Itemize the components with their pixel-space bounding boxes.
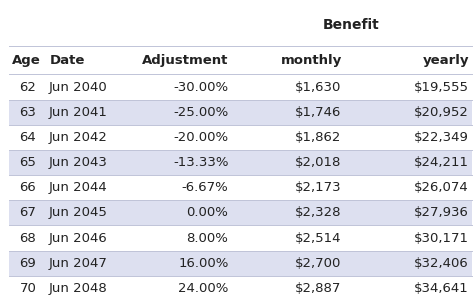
Text: Jun 2041: Jun 2041 xyxy=(48,106,107,119)
Text: 69: 69 xyxy=(19,257,36,270)
Text: $1,862: $1,862 xyxy=(295,131,342,144)
Text: $34,641: $34,641 xyxy=(414,282,469,295)
Text: $22,349: $22,349 xyxy=(414,131,469,144)
Text: $20,952: $20,952 xyxy=(414,106,469,119)
Text: $2,018: $2,018 xyxy=(295,156,342,169)
Text: -25.00%: -25.00% xyxy=(173,106,228,119)
Text: -13.33%: -13.33% xyxy=(173,156,228,169)
Text: $1,630: $1,630 xyxy=(295,81,342,94)
Text: Jun 2048: Jun 2048 xyxy=(48,282,107,295)
Text: Jun 2046: Jun 2046 xyxy=(48,232,107,244)
Text: $24,211: $24,211 xyxy=(414,156,469,169)
Text: 70: 70 xyxy=(19,282,36,295)
Text: Jun 2040: Jun 2040 xyxy=(48,81,107,94)
Text: 16.00%: 16.00% xyxy=(178,257,228,270)
Text: $2,887: $2,887 xyxy=(295,282,342,295)
Text: $1,746: $1,746 xyxy=(295,106,342,119)
Text: 65: 65 xyxy=(19,156,36,169)
Text: 24.00%: 24.00% xyxy=(178,282,228,295)
Text: Jun 2044: Jun 2044 xyxy=(48,181,107,194)
Bar xyxy=(9,150,472,175)
Text: 66: 66 xyxy=(19,181,36,194)
Text: $2,173: $2,173 xyxy=(295,181,342,194)
Text: Jun 2045: Jun 2045 xyxy=(48,206,107,219)
Text: Jun 2047: Jun 2047 xyxy=(48,257,107,270)
Text: 0.00%: 0.00% xyxy=(187,206,228,219)
Text: Adjustment: Adjustment xyxy=(142,54,228,67)
Text: 8.00%: 8.00% xyxy=(187,232,228,244)
Bar xyxy=(9,100,472,125)
Text: $2,700: $2,700 xyxy=(295,257,342,270)
Text: $26,074: $26,074 xyxy=(414,181,469,194)
Text: yearly: yearly xyxy=(422,54,469,67)
Bar xyxy=(9,200,472,226)
Text: Jun 2042: Jun 2042 xyxy=(48,131,107,144)
Text: monthly: monthly xyxy=(281,54,342,67)
Text: -30.00%: -30.00% xyxy=(173,81,228,94)
Text: Jun 2043: Jun 2043 xyxy=(48,156,107,169)
Text: $32,406: $32,406 xyxy=(414,257,469,270)
Text: 68: 68 xyxy=(19,232,36,244)
Text: Age: Age xyxy=(12,54,41,67)
Text: $30,171: $30,171 xyxy=(414,232,469,244)
Text: Benefit: Benefit xyxy=(323,18,380,32)
Text: 62: 62 xyxy=(19,81,36,94)
Text: $2,514: $2,514 xyxy=(295,232,342,244)
Text: Date: Date xyxy=(49,54,85,67)
Text: 63: 63 xyxy=(19,106,36,119)
Bar xyxy=(9,250,472,276)
Text: $2,328: $2,328 xyxy=(295,206,342,219)
Text: $19,555: $19,555 xyxy=(414,81,469,94)
Text: 64: 64 xyxy=(19,131,36,144)
Text: -20.00%: -20.00% xyxy=(173,131,228,144)
Text: -6.67%: -6.67% xyxy=(182,181,228,194)
Text: 67: 67 xyxy=(19,206,36,219)
Text: $27,936: $27,936 xyxy=(414,206,469,219)
